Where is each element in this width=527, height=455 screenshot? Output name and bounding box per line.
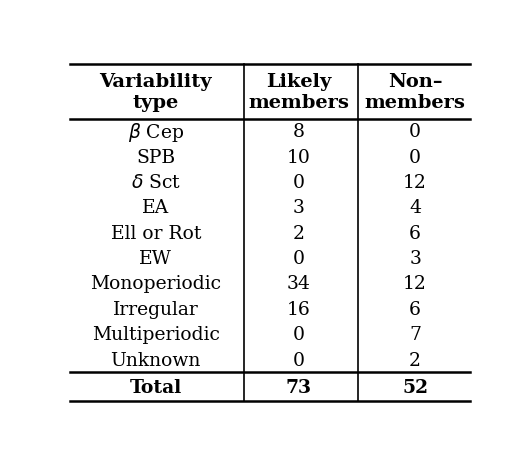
Text: Multiperiodic: Multiperiodic — [92, 325, 220, 344]
Text: 0: 0 — [292, 249, 305, 268]
Text: Total: Total — [130, 378, 182, 396]
Text: 4: 4 — [409, 199, 421, 217]
Text: 52: 52 — [402, 378, 428, 396]
Text: 10: 10 — [287, 148, 310, 167]
Text: 73: 73 — [286, 378, 312, 396]
Text: 3: 3 — [409, 249, 421, 268]
Text: 0: 0 — [409, 148, 421, 167]
Text: Ell or Rot: Ell or Rot — [111, 224, 201, 242]
Text: 0: 0 — [292, 174, 305, 192]
Text: 8: 8 — [292, 123, 305, 141]
Text: 3: 3 — [292, 199, 305, 217]
Text: 6: 6 — [409, 224, 421, 242]
Text: Monoperiodic: Monoperiodic — [90, 275, 221, 293]
Text: Irregular: Irregular — [113, 300, 199, 318]
Text: EA: EA — [142, 199, 169, 217]
Text: $\beta$ Cep: $\beta$ Cep — [128, 121, 184, 143]
Text: $\delta$ Sct: $\delta$ Sct — [131, 174, 181, 192]
Text: Likely
members: Likely members — [248, 72, 349, 112]
Text: 12: 12 — [403, 275, 427, 293]
Text: Non–
members: Non– members — [365, 72, 465, 112]
Text: 2: 2 — [409, 351, 421, 369]
Text: 0: 0 — [292, 351, 305, 369]
Text: 7: 7 — [409, 325, 421, 344]
Text: 0: 0 — [292, 325, 305, 344]
Text: EW: EW — [139, 249, 172, 268]
Text: 0: 0 — [409, 123, 421, 141]
Text: 2: 2 — [292, 224, 305, 242]
Text: Variability
type: Variability type — [100, 72, 212, 112]
Text: 12: 12 — [403, 174, 427, 192]
Text: 34: 34 — [287, 275, 310, 293]
Text: 6: 6 — [409, 300, 421, 318]
Text: Unknown: Unknown — [111, 351, 201, 369]
Text: SPB: SPB — [136, 148, 175, 167]
Text: 16: 16 — [287, 300, 310, 318]
